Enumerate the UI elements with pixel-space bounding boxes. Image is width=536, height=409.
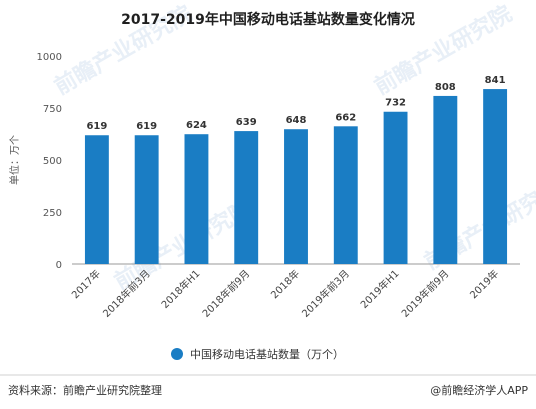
y-axis: 0 250 500 750 1000	[37, 52, 62, 271]
y-axis-label: 单位：万个	[8, 135, 21, 185]
legend-label: 中国移动电话基站数量（万个）	[190, 347, 344, 361]
data-label: 662	[335, 112, 356, 123]
bar	[383, 111, 408, 264]
y-tick-label: 250	[43, 208, 62, 219]
y-tick-label: 1000	[37, 52, 62, 63]
bars-group	[84, 89, 508, 265]
chart-title: 2017-2019年中国移动电话基站数量变化情况	[121, 11, 415, 28]
y-tick-label: 750	[43, 104, 62, 115]
bar	[483, 89, 508, 265]
x-tick-label: 2019年	[467, 267, 501, 301]
x-tick-label: 2018年H1	[158, 267, 202, 311]
legend: 中国移动电话基站数量（万个）	[171, 347, 344, 361]
x-tick-label: 2018年	[268, 267, 302, 301]
brand-text: @前瞻经济学人APP	[430, 383, 528, 397]
source-text: 资料来源：前瞻产业研究院整理	[8, 383, 162, 397]
data-label: 841	[485, 75, 506, 86]
bar	[84, 135, 109, 264]
x-tick-label: 2018年前9月	[199, 267, 252, 320]
x-tick-label: 2019年前3月	[299, 267, 352, 320]
x-tick-label: 2019年前9月	[399, 267, 452, 320]
bar	[134, 135, 159, 264]
bar	[184, 134, 209, 264]
data-label: 808	[435, 82, 456, 93]
bar	[234, 131, 259, 264]
y-tick-label: 500	[43, 156, 62, 167]
data-label: 619	[136, 121, 157, 132]
data-label: 619	[86, 121, 107, 132]
data-label: 648	[286, 115, 307, 126]
x-tick-label: 2017年	[69, 267, 103, 301]
bar	[333, 126, 358, 264]
bar	[284, 129, 308, 264]
legend-marker	[171, 348, 183, 360]
data-label: 732	[385, 98, 406, 109]
data-labels-group: 619 619 624 639 648 662 732 808 841	[86, 75, 505, 132]
y-tick-label: 0	[56, 260, 62, 271]
x-tick-label: 2019年H1	[358, 267, 402, 311]
data-label: 639	[236, 117, 257, 128]
bar	[433, 95, 458, 264]
data-label: 624	[186, 120, 207, 131]
